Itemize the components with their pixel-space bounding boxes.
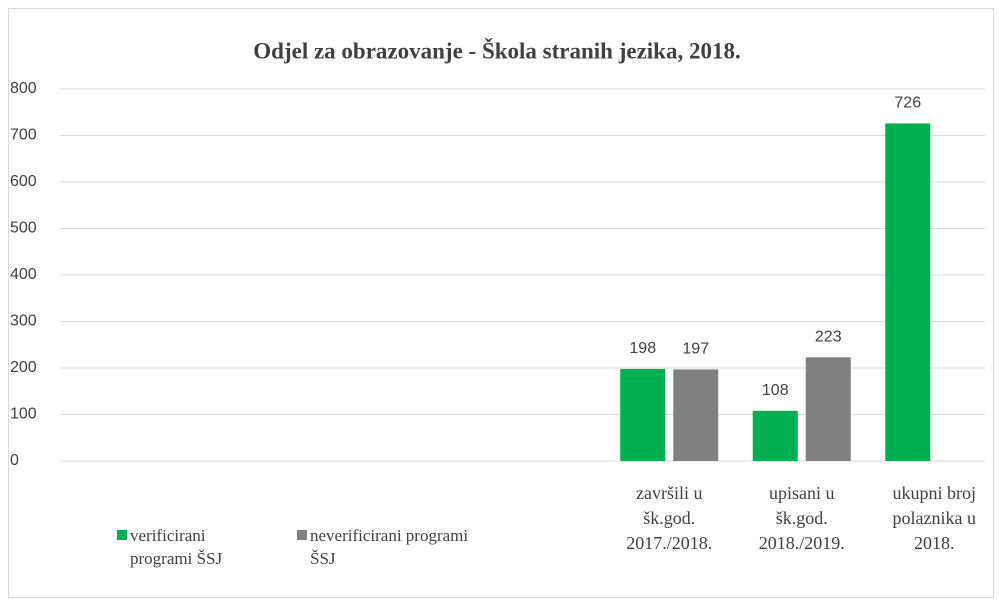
legend-label: verificirani programi ŠSJ: [130, 526, 223, 568]
legend-item: neverificirani programi ŠSJ: [297, 524, 468, 570]
x-tick-label: ukupni broj polaznika u 2018.: [892, 483, 977, 553]
y-tick-label: 800: [10, 80, 37, 97]
legend-label: neverificirani programi ŠSJ: [310, 526, 469, 568]
data-label: 197: [682, 341, 709, 358]
legend-item: verificirani programi ŠSJ: [117, 524, 222, 570]
bar: [620, 368, 666, 461]
chart-border: [8, 8, 994, 598]
chart-title: Odjel za obrazovanje - Škola stranih jez…: [253, 37, 740, 63]
y-tick-label: 300: [10, 313, 37, 330]
y-tick-label: 0: [10, 452, 19, 469]
legend-swatch: [117, 530, 127, 540]
data-label: 726: [894, 95, 921, 112]
y-tick-label: 600: [10, 173, 37, 190]
bar: [752, 410, 798, 461]
data-label: 108: [762, 382, 789, 399]
data-label: 223: [815, 329, 842, 346]
bar: [673, 369, 719, 461]
y-tick-label: 700: [10, 127, 37, 144]
bar: [885, 123, 931, 461]
legend-swatch: [297, 530, 307, 540]
y-tick-label: 500: [10, 220, 37, 237]
x-tick-label: upisani u šk.god. 2018./2019.: [758, 483, 845, 553]
bar: [805, 357, 851, 461]
y-tick-label: 200: [10, 359, 37, 376]
y-tick-label: 400: [10, 266, 37, 283]
x-tick-label: završili u šk.god. 2017./2018.: [626, 483, 713, 553]
y-tick-label: 100: [10, 406, 37, 423]
data-label: 198: [629, 340, 656, 357]
